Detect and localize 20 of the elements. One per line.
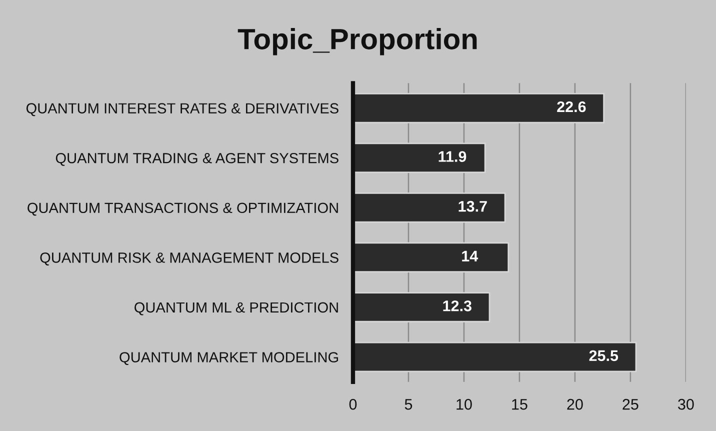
y-tick-label: QUANTUM RISK & MANAGEMENT MODELS bbox=[40, 252, 338, 266]
data-label: 12.3 bbox=[443, 300, 472, 312]
x-tick-label: 15 bbox=[512, 399, 528, 410]
data-label: 22.6 bbox=[557, 101, 586, 112]
y-tick-label: QUANTUM INTEREST RATES & DERIVATIVES bbox=[26, 103, 338, 116]
x-tick-label: 0 bbox=[349, 398, 357, 410]
y-tick-label: QUANTUM TRANSACTIONS & OPTIMIZATION bbox=[28, 202, 338, 216]
data-label: 11.9 bbox=[438, 151, 466, 162]
y-tick-label: QUANTUM TRADING & AGENT SYSTEMS bbox=[56, 152, 338, 166]
x-tick-label: 30 bbox=[678, 398, 694, 410]
x-tick-label: 20 bbox=[567, 398, 583, 410]
y-tick-label: QUANTUM ML & PREDICTION bbox=[134, 302, 338, 316]
x-tick-label: 10 bbox=[456, 398, 472, 410]
x-tick-label: 25 bbox=[622, 398, 638, 410]
data-label: 13.7 bbox=[458, 200, 487, 212]
chart-title: Topic_Proportion bbox=[238, 28, 477, 56]
data-label: 14 bbox=[462, 250, 478, 262]
x-tick-label: 5 bbox=[404, 399, 412, 410]
data-label: 25.5 bbox=[589, 350, 618, 362]
y-tick-label: QUANTUM MARKET MODELING bbox=[120, 352, 338, 366]
